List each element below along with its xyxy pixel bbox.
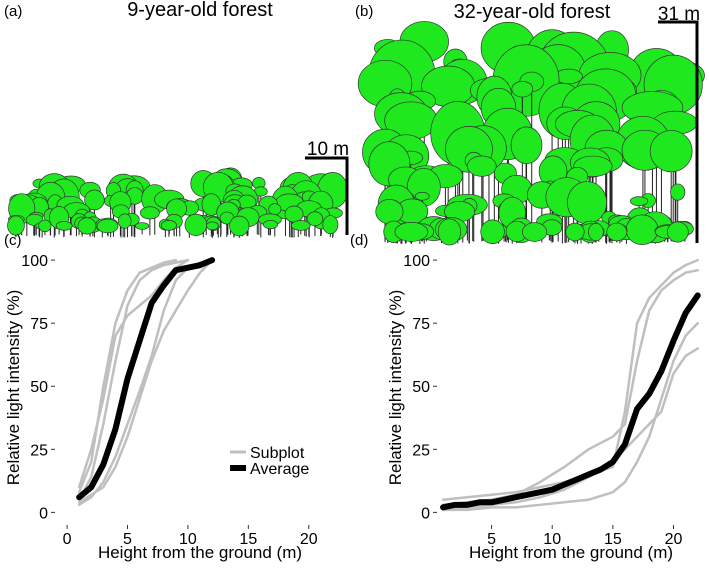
crown [670,183,686,201]
series-line [440,292,701,511]
series-line [441,321,699,512]
crown [394,222,429,242]
panel-title: 9-year-old forest [127,0,273,21]
x-tick-label: 20 [665,531,683,548]
y-tick-label: 25 [412,442,430,459]
x-tick-label: 5 [487,531,496,548]
crown [588,222,604,242]
crown [77,217,97,235]
crown [565,222,585,242]
crown [667,221,689,243]
series-line [77,258,214,504]
crown [625,214,659,245]
crown [522,222,548,242]
crown [649,130,693,173]
series-line [77,258,190,502]
y-tick-label: 100 [21,253,48,270]
crown [284,205,304,223]
crown [629,196,649,206]
crown [55,221,73,231]
crown [322,215,339,235]
crown [375,199,404,225]
legend-label: Average [250,461,309,478]
panel-label: (b) [355,3,373,20]
scale-label: 10 m [307,139,349,160]
crown [117,213,132,229]
y-tick-label: 75 [412,316,430,333]
series-line [441,268,699,507]
x-tick-label: 10 [543,531,561,548]
crown [414,191,430,201]
y-tick-label: 50 [30,379,48,396]
y-tick-label: 75 [30,316,48,333]
panel-label: (c) [4,232,22,249]
crown [206,221,219,231]
forest-illustrations [7,21,705,246]
y-tick-label: 100 [403,253,430,270]
x-tick-label: 15 [239,531,257,548]
crown [135,222,150,230]
x-tick-label: 15 [604,531,622,548]
crown [606,222,628,242]
y-tick-label: 25 [30,442,48,459]
series-line [76,257,216,501]
x-tick-label: 5 [123,531,132,548]
x-tick-label: 10 [179,531,197,548]
y-tick-label: 50 [412,379,430,396]
scale-bar [658,20,699,243]
crown [268,203,282,216]
scale-label: 31 m [658,4,700,25]
crown [160,219,177,231]
crown [510,126,543,164]
crown [38,219,52,233]
crown [306,211,324,227]
x-tick-label: 20 [300,531,318,548]
y-axis-label: Relative light intensity (%) [386,290,405,486]
y-tick-label: 0 [421,505,430,522]
crown [466,155,497,177]
panel-title: 32-year-old forest [454,1,611,23]
panel-label: (a) [4,3,22,20]
y-axis-label: Relative light intensity (%) [4,290,23,486]
crown [262,220,279,230]
legend-label: Subplot [250,445,305,462]
panel-label: (d) [350,232,368,249]
crown [511,80,534,98]
x-axis-label: Height from the ground (m) [469,543,673,562]
crown [139,206,160,220]
crown [229,215,250,237]
crown [96,218,119,234]
x-axis-label: Height from the ground (m) [98,543,302,562]
crown [567,181,607,225]
crown [7,215,25,236]
crown [480,219,505,244]
y-tick-label: 0 [39,505,48,522]
x-tick-label: 0 [63,531,72,548]
crown [290,220,311,231]
series-line [441,258,699,502]
scale-bar [305,156,349,235]
crown [184,213,208,236]
series-line [77,261,202,507]
crown [437,218,462,246]
